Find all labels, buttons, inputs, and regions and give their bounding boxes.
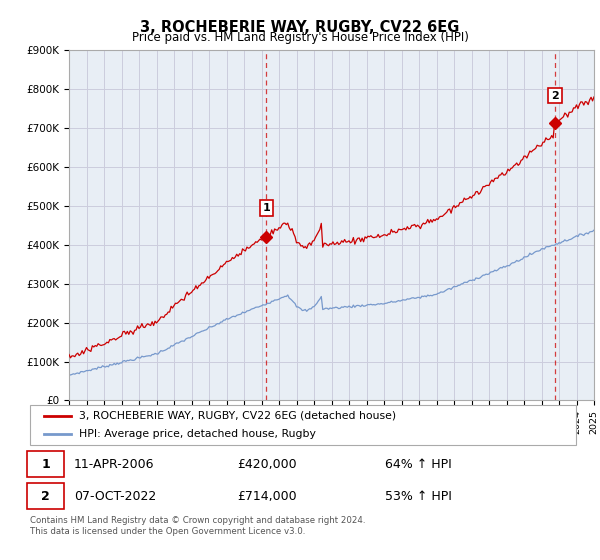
Text: 53% ↑ HPI: 53% ↑ HPI [385,490,452,503]
FancyBboxPatch shape [30,405,576,445]
Text: 64% ↑ HPI: 64% ↑ HPI [385,458,452,470]
Text: 3, ROCHEBERIE WAY, RUGBY, CV22 6EG (detached house): 3, ROCHEBERIE WAY, RUGBY, CV22 6EG (deta… [79,411,396,421]
Text: 07-OCT-2022: 07-OCT-2022 [74,490,156,503]
FancyBboxPatch shape [27,451,64,477]
Text: 11-APR-2006: 11-APR-2006 [74,458,154,470]
Text: 2: 2 [41,490,50,503]
Text: 1: 1 [41,458,50,470]
Text: £420,000: £420,000 [238,458,297,470]
Text: £714,000: £714,000 [238,490,297,503]
FancyBboxPatch shape [27,483,64,509]
Text: Contains HM Land Registry data © Crown copyright and database right 2024.
This d: Contains HM Land Registry data © Crown c… [30,516,365,536]
Text: 2: 2 [551,91,559,100]
Text: HPI: Average price, detached house, Rugby: HPI: Average price, detached house, Rugb… [79,430,316,439]
Text: 3, ROCHEBERIE WAY, RUGBY, CV22 6EG: 3, ROCHEBERIE WAY, RUGBY, CV22 6EG [140,20,460,35]
Text: 1: 1 [262,203,270,213]
Text: Price paid vs. HM Land Registry's House Price Index (HPI): Price paid vs. HM Land Registry's House … [131,31,469,44]
